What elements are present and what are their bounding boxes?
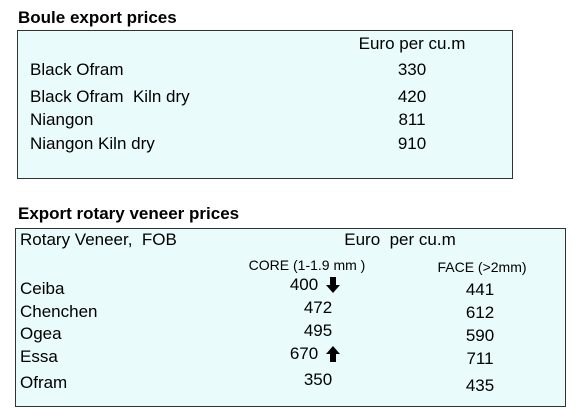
sub-header: FACE (>2mm) — [437, 259, 527, 275]
row-label: Ceiba — [20, 279, 65, 298]
column-header: Euro per cu.m — [344, 230, 456, 249]
section-title: Boule export prices — [18, 8, 177, 27]
cell: 441 — [465, 280, 495, 299]
sub-header: CORE (1-1.9 mm ) — [248, 257, 366, 273]
cell: 711 — [466, 349, 494, 368]
row-label: Ofram — [20, 373, 68, 392]
row-label: Essa — [20, 347, 58, 366]
down-arrow-icon — [326, 277, 340, 293]
cell: 350 — [303, 370, 333, 389]
table-box — [17, 30, 513, 179]
cell: 472 — [303, 298, 333, 317]
row-label: Ogea — [20, 324, 62, 343]
cell: 400 — [289, 275, 319, 294]
cell: 670 — [289, 344, 319, 363]
row-label: Black Ofram — [30, 60, 124, 79]
row-label: Niangon Kiln dry — [30, 134, 155, 153]
cell: 420 — [397, 87, 427, 106]
row-label: Niangon — [30, 110, 94, 129]
cell: 811 — [398, 110, 426, 129]
cell: 495 — [303, 321, 333, 340]
cell: 612 — [465, 303, 495, 322]
row-label: Black Ofram Kiln dry — [30, 87, 190, 106]
column-header: Rotary Veneer, FOB — [20, 230, 177, 249]
cell: 435 — [465, 376, 495, 395]
cell: 590 — [465, 326, 495, 345]
table-box — [15, 228, 566, 407]
cell: 910 — [397, 134, 427, 153]
column-header: Euro per cu.m — [358, 34, 466, 53]
row-label: Chenchen — [20, 302, 98, 321]
section-title: Export rotary veneer prices — [18, 204, 240, 223]
cell: 330 — [397, 60, 427, 79]
up-arrow-icon — [326, 346, 340, 362]
